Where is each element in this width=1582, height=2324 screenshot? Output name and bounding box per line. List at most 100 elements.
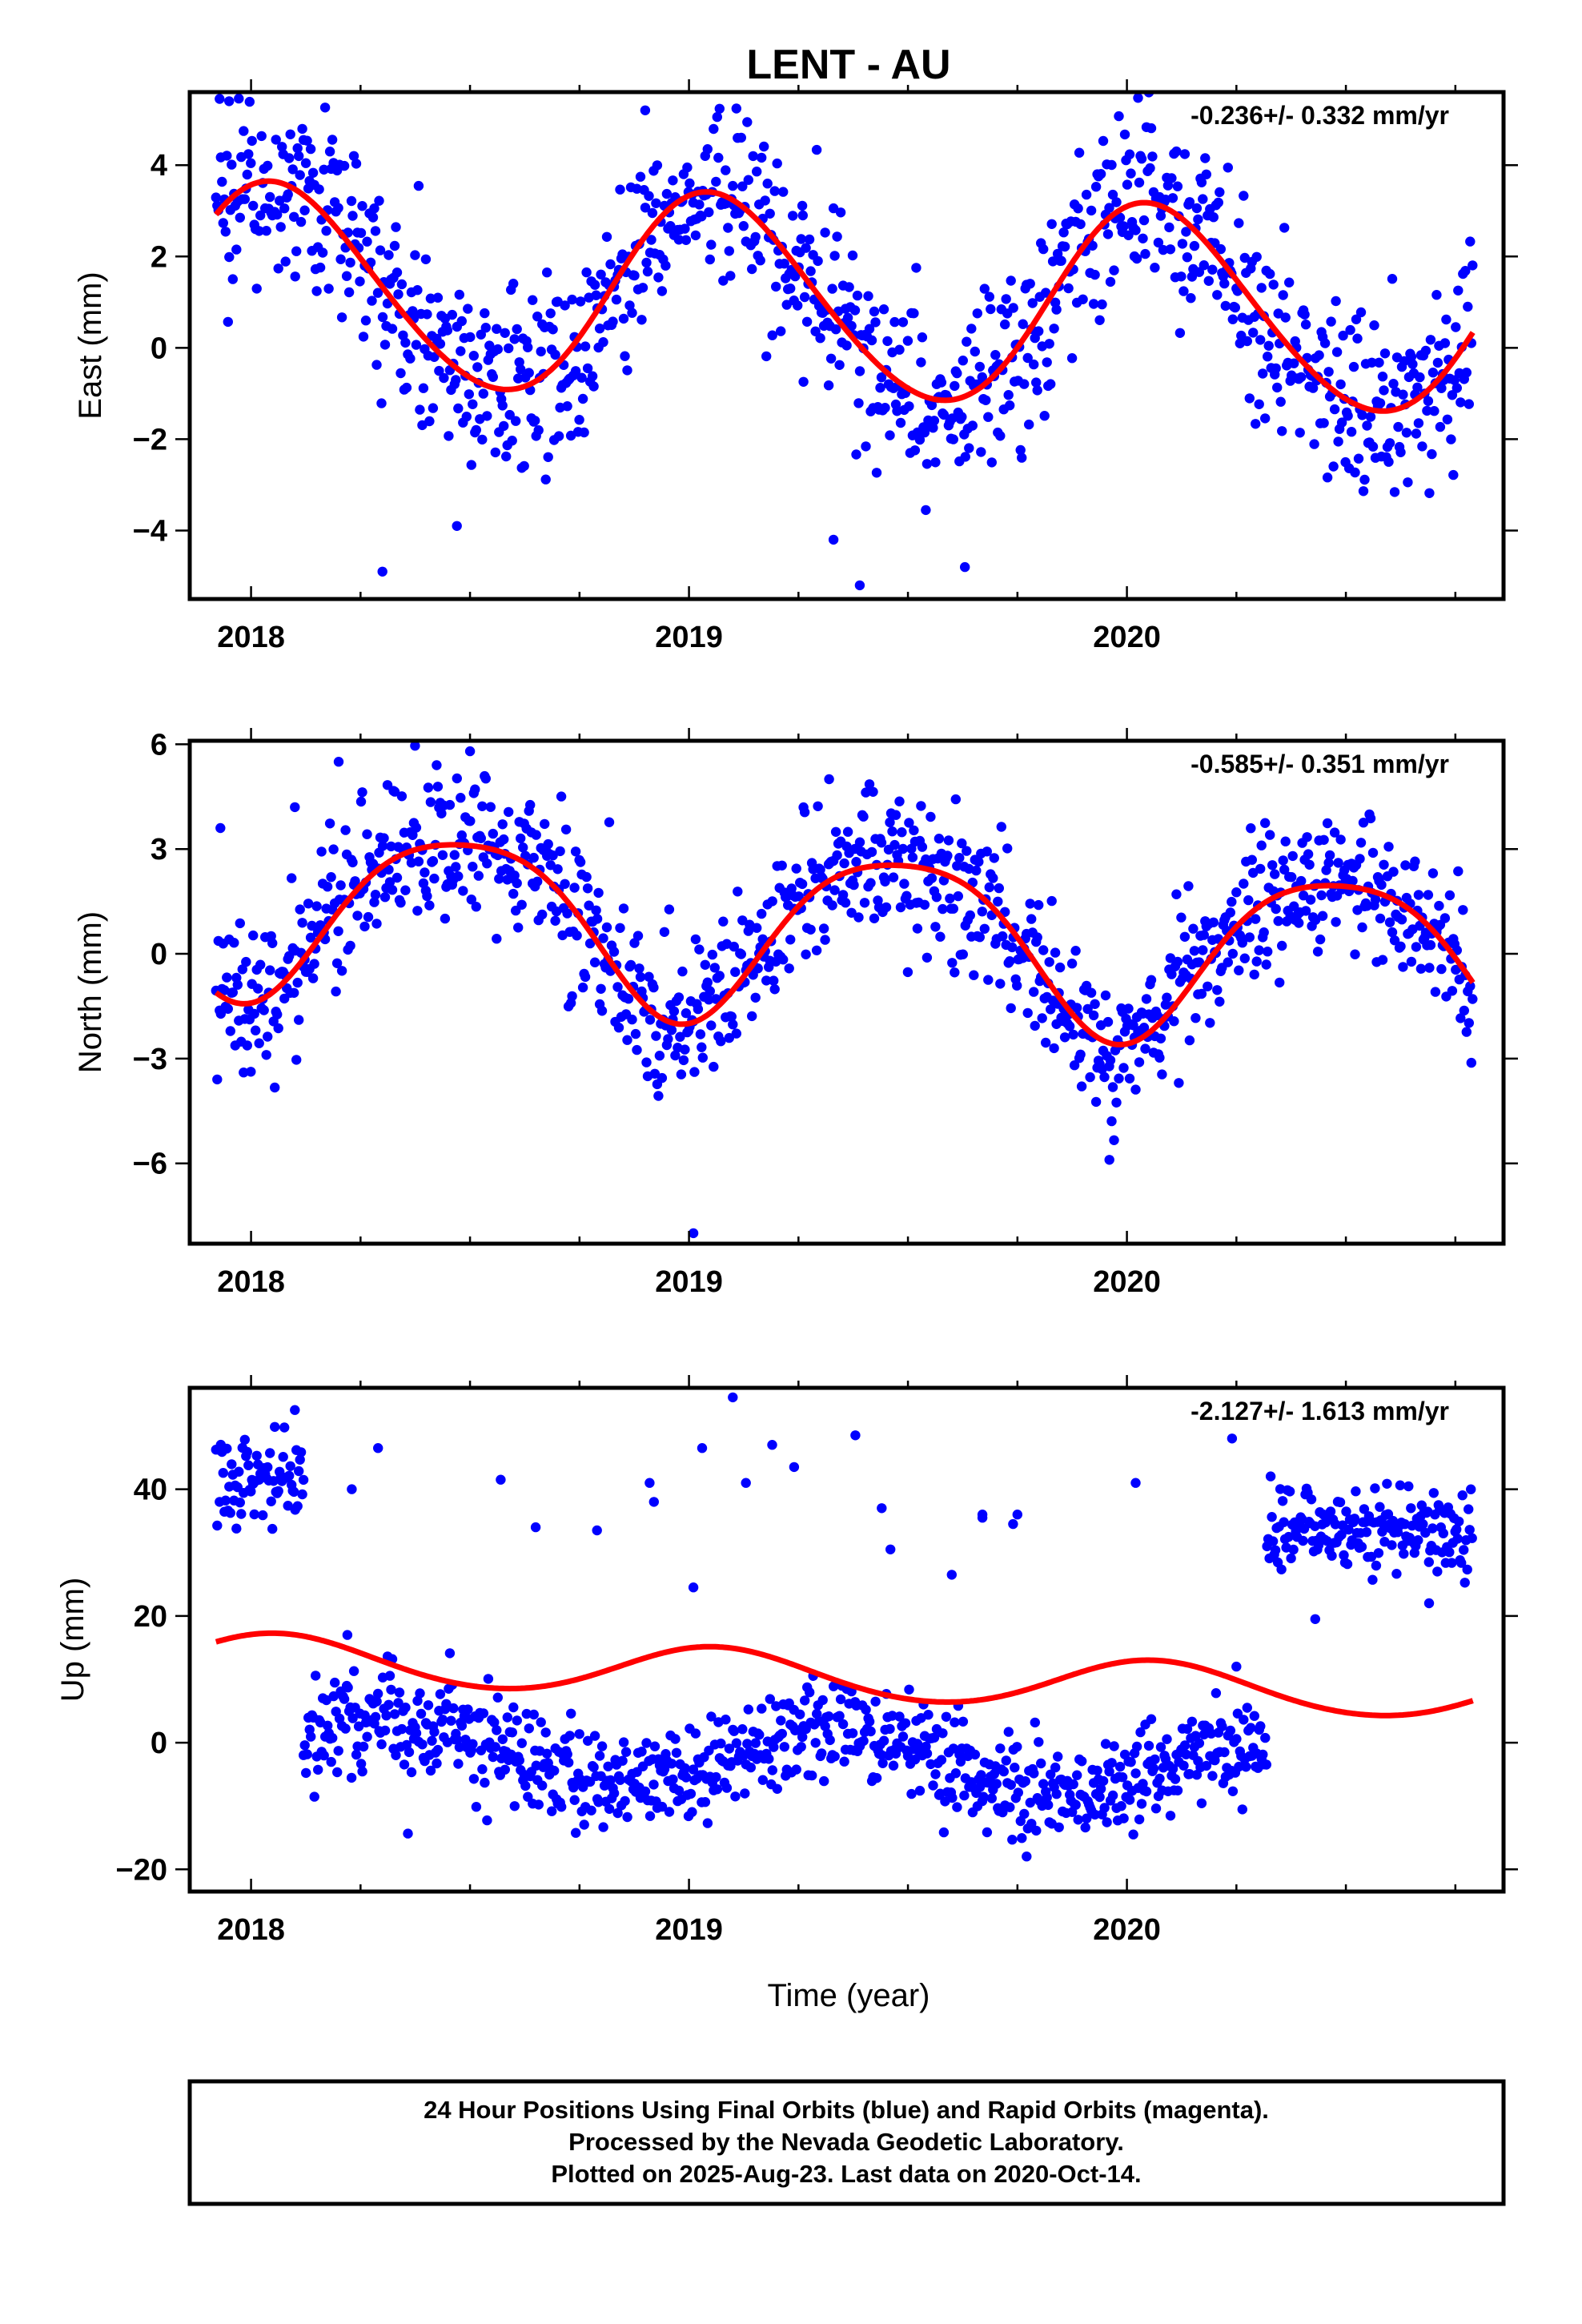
up-data-point (644, 1478, 655, 1488)
east-data-point (466, 460, 476, 470)
up-data-point (1053, 1751, 1063, 1762)
up-data-point (343, 1683, 353, 1693)
up-data-point (1427, 1523, 1438, 1534)
up-data-point (938, 1827, 950, 1838)
north-data-point (733, 887, 743, 897)
east-data-point (1032, 385, 1042, 396)
east-data-point (962, 336, 972, 347)
north-data-point (709, 963, 720, 973)
east-data-point (842, 312, 853, 323)
east-data-point (827, 283, 837, 294)
north-data-point (408, 830, 418, 841)
east-data-point (656, 286, 668, 296)
up-data-point (460, 1735, 471, 1745)
north-data-point (669, 1006, 680, 1017)
north-data-point (644, 971, 654, 982)
north-data-point (423, 782, 434, 793)
up-data-point (998, 1766, 1010, 1777)
up-data-point (897, 1731, 909, 1742)
north-data-point (525, 799, 536, 810)
north-data-point (676, 1069, 687, 1080)
north-data-point (316, 846, 327, 857)
north-data-point (846, 907, 857, 919)
east-data-point (1104, 203, 1114, 213)
up-data-point (1391, 1569, 1402, 1579)
up-data-point (516, 1738, 527, 1748)
east-data-point (453, 403, 464, 414)
up-data-point (1377, 1526, 1387, 1537)
east-data-point (895, 417, 906, 428)
east-data-point (1272, 382, 1283, 393)
north-data-point (820, 935, 830, 945)
north-data-point (714, 971, 725, 981)
east-data-point (247, 135, 257, 147)
up-data-point (1201, 1760, 1212, 1771)
north-data-point (707, 949, 717, 960)
up-data-point (1370, 1483, 1380, 1494)
north-data-point (1377, 955, 1388, 965)
up-data-point (521, 1708, 532, 1719)
north-data-point (1005, 956, 1015, 967)
north-data-point (291, 1055, 302, 1065)
up-data-point (386, 1684, 396, 1695)
north-data-point (449, 850, 460, 860)
north-data-point (432, 782, 444, 792)
east-data-point (1131, 253, 1142, 264)
up-data-point (547, 1806, 557, 1816)
east-data-point (747, 263, 757, 275)
up-data-point (991, 1779, 1002, 1789)
east-data-point (1289, 358, 1299, 368)
north-data-point (1379, 859, 1389, 870)
east-data-point (461, 412, 472, 422)
north-data-point (1118, 1063, 1129, 1073)
north-data-point (853, 912, 864, 923)
north-x-tick-label: 2019 (655, 1265, 723, 1299)
up-data-point (1361, 1527, 1372, 1538)
north-data-point (1191, 1013, 1201, 1023)
north-data-point (1038, 945, 1049, 955)
up-data-point (411, 1728, 422, 1739)
east-data-point (1379, 385, 1389, 396)
up-data-point (1406, 1503, 1416, 1514)
east-data-point (442, 325, 453, 336)
east-data-point (1415, 372, 1425, 383)
north-data-point (1411, 942, 1422, 952)
up-data-point (556, 1802, 567, 1812)
east-data-point (1256, 283, 1267, 293)
up-data-point (1026, 1819, 1037, 1829)
north-data-point (1189, 946, 1200, 956)
up-data-point (1403, 1481, 1414, 1492)
east-data-point (805, 266, 816, 276)
north-data-point (938, 903, 948, 915)
up-data-point (1382, 1478, 1392, 1490)
north-data-point (552, 864, 563, 875)
up-data-point (489, 1717, 500, 1727)
north-data-point (422, 891, 432, 902)
up-data-point (1207, 1771, 1218, 1781)
north-data-point (635, 971, 646, 983)
up-data-point (1284, 1486, 1295, 1497)
east-data-point (711, 176, 721, 187)
up-data-point (1029, 1768, 1039, 1779)
north-data-point (1212, 985, 1223, 995)
north-data-point (1205, 1018, 1215, 1028)
east-data-point (504, 343, 514, 354)
north-data-point (1140, 1043, 1150, 1054)
north-data-point (562, 908, 572, 919)
north-data-point (694, 944, 705, 955)
north-data-point (1138, 1023, 1150, 1033)
north-data-point (326, 872, 336, 883)
east-data-point (1464, 399, 1475, 409)
up-data-point (452, 1735, 463, 1745)
up-data-point (878, 1735, 889, 1746)
north-data-point (1458, 905, 1468, 915)
east-data-point (1383, 456, 1394, 467)
up-data-point (342, 1630, 353, 1640)
north-data-point (1333, 858, 1343, 868)
east-data-point (637, 283, 648, 293)
north-data-point (1050, 947, 1061, 958)
north-data-point (901, 891, 912, 901)
east-data-point (1109, 265, 1119, 275)
north-data-point (470, 784, 480, 794)
up-data-point (1239, 1715, 1249, 1725)
